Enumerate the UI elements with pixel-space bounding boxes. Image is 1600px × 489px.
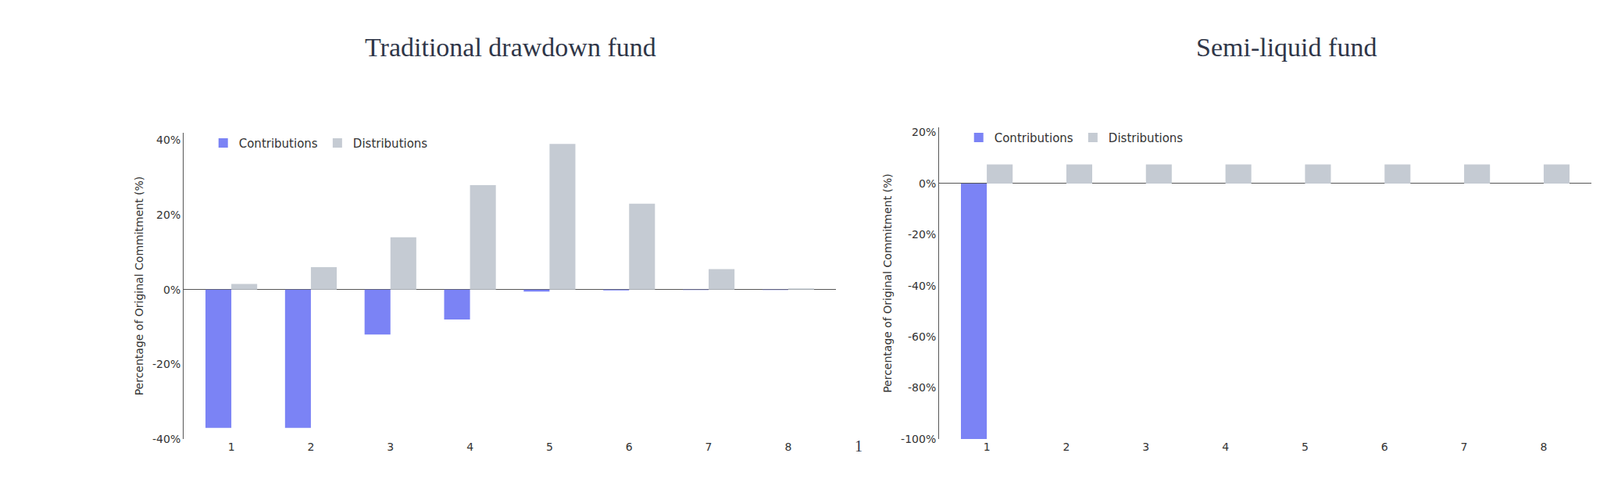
svg-text:-20%: -20% (152, 357, 181, 371)
svg-text:-40%: -40% (152, 432, 181, 446)
svg-text:8: 8 (1539, 440, 1547, 454)
svg-text:5: 5 (1301, 440, 1309, 454)
svg-text:5: 5 (546, 440, 554, 454)
svg-text:Contributions: Contributions (994, 131, 1074, 146)
svg-text:Traditional drawdown fund: Traditional drawdown fund (364, 32, 657, 62)
svg-text:20%: 20% (911, 125, 936, 139)
svg-text:Semi-liquid fund: Semi-liquid fund (1196, 32, 1377, 62)
svg-text:4: 4 (466, 440, 474, 454)
svg-text:40%: 40% (156, 133, 181, 147)
svg-text:20%: 20% (156, 208, 181, 222)
svg-text:6: 6 (625, 440, 633, 454)
svg-text:3: 3 (386, 440, 394, 454)
svg-text:7: 7 (705, 440, 713, 454)
svg-text:Distributions: Distributions (353, 136, 429, 151)
svg-text:-60%: -60% (907, 330, 936, 343)
svg-text:2: 2 (1062, 440, 1070, 454)
svg-text:-100%: -100% (900, 432, 936, 446)
svg-text:7: 7 (1460, 440, 1468, 454)
svg-text:0%: 0% (918, 177, 936, 190)
svg-text:8: 8 (784, 440, 792, 454)
svg-text:1: 1 (228, 440, 236, 454)
svg-text:Contributions: Contributions (239, 136, 318, 151)
svg-text:Percentage of Original Commitm: Percentage of Original Commitment (%) (881, 173, 894, 393)
svg-text:2: 2 (307, 440, 315, 454)
svg-text:6: 6 (1381, 440, 1389, 454)
svg-text:-40%: -40% (907, 279, 936, 293)
svg-text:Distributions: Distributions (1108, 131, 1184, 146)
svg-text:-80%: -80% (907, 381, 936, 394)
svg-text:-20%: -20% (907, 228, 936, 241)
svg-text:0%: 0% (163, 283, 181, 297)
svg-text:1: 1 (854, 437, 863, 455)
svg-text:Percentage of Original Commitm: Percentage of Original Commitment (%) (132, 176, 146, 397)
svg-text:1: 1 (983, 440, 991, 454)
svg-text:3: 3 (1142, 440, 1150, 454)
svg-text:4: 4 (1221, 440, 1229, 454)
